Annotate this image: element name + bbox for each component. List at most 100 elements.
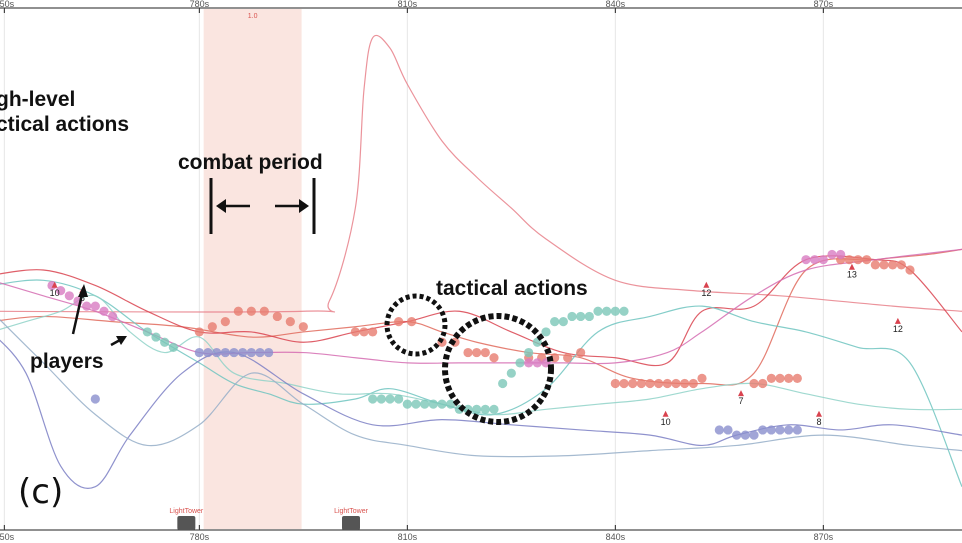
players-arrows [71,284,127,347]
data-point-teal-team-1 [524,347,534,358]
data-point-red-team-1 [896,260,906,270]
data-point-red-team-1 [645,378,655,389]
series-line-pink-team-1 [0,248,962,365]
data-point-red-team-1 [246,306,256,316]
data-point-blue-team-1 [758,425,768,435]
top-tick-label: 870s [814,0,834,9]
data-point-red-team-1 [775,373,785,383]
data-point-pink-team-1 [532,358,542,368]
data-point-red-team-1 [285,317,295,327]
data-point-red-team-1 [472,347,482,358]
data-point-red-team-1 [879,260,889,270]
data-point-red-team-1 [407,317,417,327]
data-point-blue-team-1 [792,425,802,435]
data-point-red-team-1 [688,378,698,389]
panel-label: (c) [18,472,63,512]
data-point-red-team-1 [619,378,629,389]
data-point-red-team-1 [862,255,872,265]
data-point-pink-team-1 [810,255,820,265]
data-point-blue-team-1 [784,425,794,435]
data-point-red-team-1 [697,373,707,383]
vertical-gridlines [3,8,824,530]
data-point-teal-team-1 [402,399,412,409]
data-point-teal-team-1 [576,311,586,322]
event-markers: LightTower LightTower [169,508,369,530]
data-point-red-team-1 [233,306,243,316]
data-point-blue-team-1 [714,425,724,435]
data-point-teal-team-1 [541,327,551,337]
data-point-red-team-1 [563,353,573,363]
player-marker [738,390,744,397]
data-point-teal-team-1 [610,306,620,316]
player-number: 13 [847,270,857,280]
bottom-tick-label: 810s [398,532,418,542]
data-point-blue-team-1 [212,347,222,358]
data-point-red-team-1 [853,255,863,265]
data-point-blue-team-1 [723,425,733,435]
player-marker [703,281,710,288]
data-point-red-team-1 [480,347,490,358]
player-marker [816,410,822,417]
annotation-combat-period: combat period [178,151,323,174]
data-point-teal-team-1 [151,332,161,342]
series-line-gray-blue [0,319,962,458]
data-point-red-team-1 [671,378,681,389]
data-point-teal-team-1 [411,399,421,409]
bottom-tick-label: 750s [0,532,15,542]
data-point-teal-team-1 [567,311,577,322]
data-point-red-team-1 [662,378,672,389]
player-marker [894,317,901,324]
data-point-red-team-1 [220,317,230,327]
data-point-blue-team-1 [229,347,239,358]
data-point-blue-team-1 [238,347,248,358]
data-point-blue-team-1 [255,347,265,358]
data-point-teal-team-1 [584,311,594,322]
data-point-teal-team-1 [376,394,386,404]
data-point-red-team-1 [576,347,586,358]
data-point-red-team-1 [259,306,269,316]
player-number: 10 [661,417,671,427]
lighttower-icon [342,516,360,530]
data-point-teal-team-1 [506,368,516,378]
data-point-red-team-1 [758,378,768,389]
bottom-tick-labels: 750s 780s 810s 840s 870s [0,525,834,542]
data-point-blue-team-1 [775,425,785,435]
data-point-teal-team-1 [498,378,508,389]
event-marker-label: LightTower [169,508,204,515]
data-point-red-team-1 [784,373,794,383]
data-point-teal-team-1 [602,306,612,316]
data-point-red-team-1 [680,378,690,389]
data-point-pink-team-1 [801,255,811,265]
annotation-players: players [30,350,104,373]
data-point-teal-team-1 [385,394,395,404]
data-point-red-team-1 [628,378,638,389]
data-point-blue-team-1 [246,347,256,358]
data-point-red-team-1 [207,322,217,332]
player-marker [51,281,58,288]
data-point-red-team-1 [654,378,664,389]
data-point-red-team-1 [905,265,915,275]
data-point-red-team-1 [463,347,473,358]
player-number: 8 [816,417,821,427]
top-tick-label: 780s [190,0,210,9]
data-point-teal-team-1 [515,358,525,368]
data-point-red-team-1 [368,327,378,337]
data-point-teal-team-1 [619,306,629,316]
data-point-teal-team-1 [446,399,456,409]
top-tick-labels: 750s 780s 810s 840s 870s [0,0,834,13]
event-marker-label: LightTower [334,508,369,515]
bottom-tick-label: 870s [814,532,834,542]
annotation-high-level-1: gh-level [0,88,75,111]
data-point-red-team-1 [350,327,360,337]
data-point-red-team-1 [610,378,620,389]
data-point-red-team-1 [844,255,854,265]
data-point-blue-team-1 [203,347,213,358]
player-number: 12 [893,324,903,334]
data-point-red-team-1 [636,378,646,389]
data-point-teal-team-1 [489,404,499,414]
data-point-teal-team-1 [368,394,378,404]
data-point-red-team-1 [394,317,404,327]
data-point-pink-team-1 [82,301,92,311]
data-point-blue-team-1 [766,425,776,435]
